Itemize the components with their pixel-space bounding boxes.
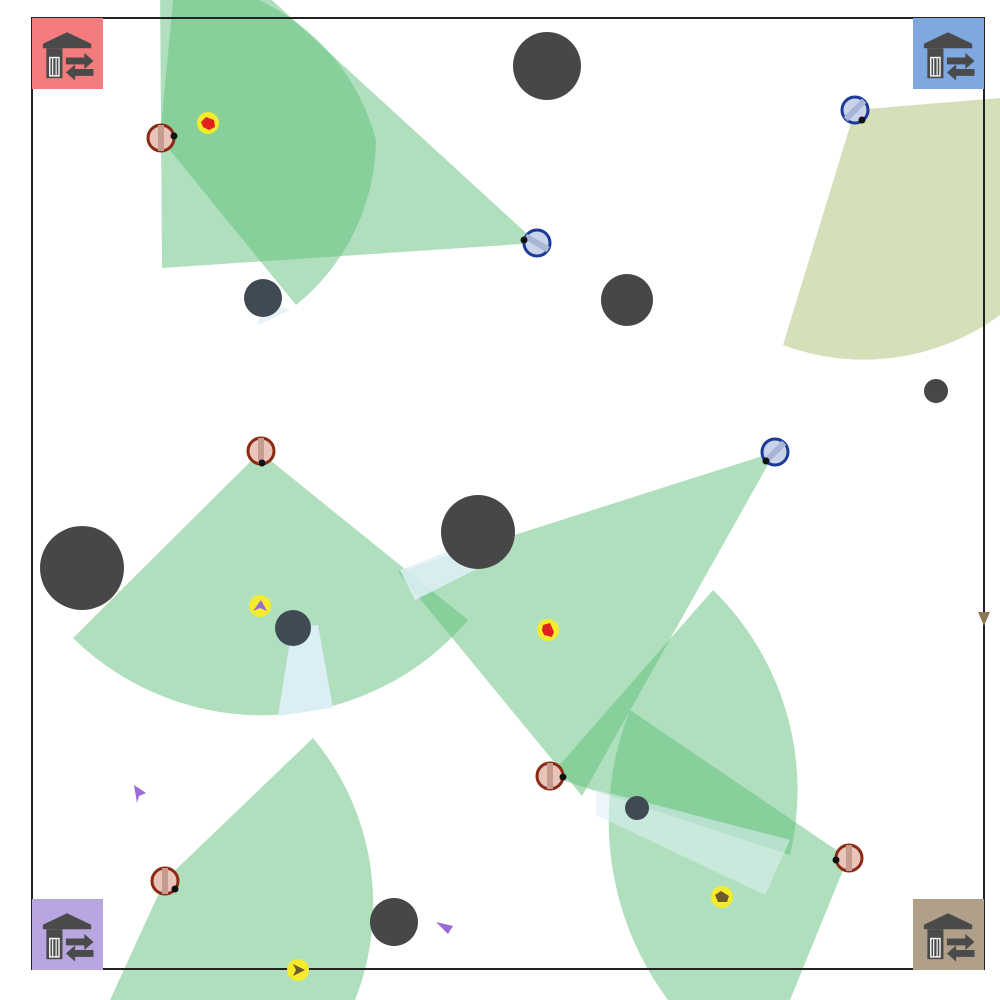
sensor-cone: [160, 0, 537, 268]
target-purple[interactable]: [249, 595, 271, 617]
base-purple: [32, 899, 103, 970]
target-brown[interactable]: [711, 886, 733, 908]
waypoint-arrow-brown: [978, 612, 990, 626]
robot-red[interactable]: [535, 761, 567, 791]
arena-border: [31, 17, 985, 970]
robot-blue[interactable]: [760, 437, 790, 467]
shadow-gap: [278, 625, 333, 716]
obstacle: [441, 495, 515, 569]
sensor-cone: [398, 452, 775, 796]
robots: [146, 95, 870, 896]
base-blue: [913, 18, 984, 89]
base-red: [32, 18, 103, 89]
base-tan: [913, 899, 984, 970]
obstacle: [40, 526, 124, 610]
robot-blue[interactable]: [520, 228, 552, 258]
obstacle: [370, 898, 418, 946]
target-brown[interactable]: [287, 959, 309, 981]
sensor-cones: [73, 0, 1000, 1000]
obstacle: [625, 796, 649, 820]
sensor-cone-olive: [783, 98, 1000, 360]
robot-red[interactable]: [150, 866, 180, 896]
target-red[interactable]: [537, 619, 559, 641]
obstacle: [601, 274, 653, 326]
sensor-cone: [73, 452, 468, 716]
waypoint-arrow-purple: [134, 785, 146, 803]
obstacle: [275, 610, 311, 646]
waypoints: [134, 612, 990, 934]
obstacle: [924, 379, 948, 403]
robot-blue[interactable]: [840, 95, 870, 125]
obstacle: [513, 32, 581, 100]
robot-red[interactable]: [146, 123, 178, 153]
waypoint-arrow-purple: [436, 922, 453, 934]
robot-red[interactable]: [832, 843, 864, 873]
target-red[interactable]: [197, 112, 219, 134]
obstacles: [40, 32, 948, 946]
sensor-cone: [110, 738, 374, 1000]
obstacle: [244, 279, 282, 317]
targets: [197, 112, 733, 981]
robot-red[interactable]: [246, 436, 276, 467]
